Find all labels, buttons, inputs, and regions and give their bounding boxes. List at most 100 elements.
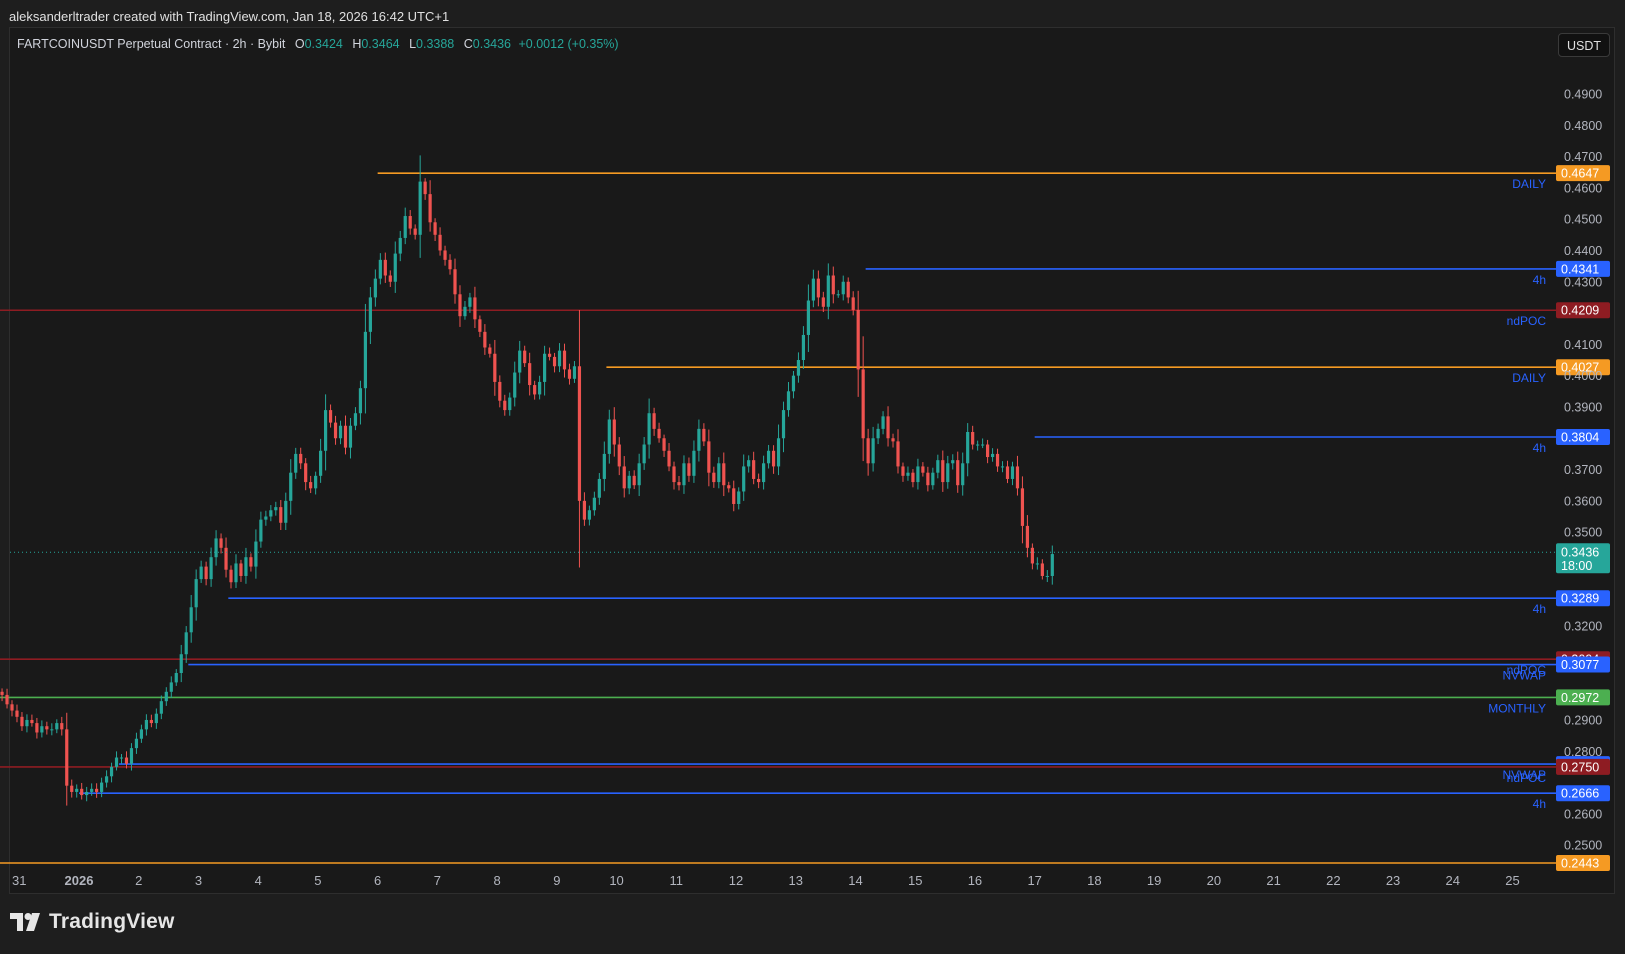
candle-body <box>976 444 980 446</box>
candle-body <box>791 375 796 392</box>
candle-body <box>766 450 771 464</box>
candle-body <box>144 719 148 730</box>
y-tick-label: 0.4000 <box>1564 369 1602 383</box>
candle-body <box>10 704 14 711</box>
y-tick-label: 0.2500 <box>1564 839 1602 853</box>
candle-body <box>811 278 815 301</box>
level-price-tag <box>1556 165 1610 182</box>
candle-body <box>921 466 925 473</box>
candle-body <box>164 691 168 702</box>
candle-body <box>781 410 786 439</box>
y-tick-label: 0.3900 <box>1564 400 1602 414</box>
candle-body <box>179 654 183 674</box>
candle-body <box>463 306 467 317</box>
candle-body <box>906 472 910 476</box>
candle-body <box>398 237 402 254</box>
candle-body <box>995 453 1000 467</box>
level-price-tag-text: 0.3289 <box>1561 592 1599 606</box>
y-tick-label: 0.4800 <box>1564 119 1602 133</box>
x-tick-label: 7 <box>434 873 441 888</box>
x-tick-label: 4 <box>255 873 262 888</box>
candle-body <box>448 259 452 270</box>
candle-body <box>1015 466 1020 489</box>
candle-body <box>299 453 303 464</box>
x-tick-label: 8 <box>493 873 500 888</box>
chart-caption: aleksanderltrader created with TradingVi… <box>9 9 450 24</box>
level-price-tag <box>1556 785 1610 802</box>
candle-body <box>916 466 920 483</box>
x-tick-label: 16 <box>968 873 982 888</box>
level-price-tag-text: 0.2443 <box>1561 857 1599 871</box>
level-label: 4h <box>1533 273 1546 287</box>
candle-body <box>134 738 139 749</box>
low-value: 0.3388 <box>416 37 455 51</box>
candle-body <box>388 275 392 282</box>
candle-body <box>104 776 109 783</box>
x-tick-label: 10 <box>609 873 623 888</box>
footer-logo[interactable]: TradingView <box>10 910 175 934</box>
candle-body <box>224 547 228 570</box>
low-label: L <box>409 37 417 51</box>
symbol-title[interactable]: FARTCOINUSDT Perpetual Contract · 2h · B… <box>17 37 286 51</box>
candle-body <box>557 350 562 367</box>
candle-body <box>831 275 835 295</box>
y-tick-label: 0.3600 <box>1564 494 1602 508</box>
high-label: H <box>352 37 362 51</box>
candle-body <box>353 413 358 426</box>
candle-body <box>647 413 651 445</box>
candle-body <box>284 500 288 523</box>
candle-body <box>577 366 582 501</box>
level-price-tag <box>1556 656 1610 673</box>
candle-body <box>264 516 268 520</box>
currency-button[interactable]: USDT <box>1558 33 1610 57</box>
candle-body <box>592 497 596 511</box>
candle-body <box>966 431 970 464</box>
candle-body <box>209 557 213 580</box>
candle-body <box>254 541 258 567</box>
candle-body <box>538 381 542 395</box>
candle-body <box>169 682 173 692</box>
candle-body <box>677 482 681 486</box>
candle-body <box>55 723 59 730</box>
candle-body <box>602 453 606 479</box>
candle-body <box>15 710 19 717</box>
candle-body <box>75 788 79 792</box>
x-tick-label: 21 <box>1266 873 1280 888</box>
y-tick-label: 0.2900 <box>1564 713 1602 727</box>
candle-body <box>762 463 766 483</box>
level-label: DAILY <box>1512 177 1546 191</box>
candle-body <box>368 297 372 332</box>
candle-body <box>443 250 447 260</box>
candle-body <box>612 419 616 445</box>
level-label: 4h <box>1533 441 1546 455</box>
level-label: ndPOC <box>1507 314 1547 328</box>
candle-body <box>279 507 283 523</box>
x-tick-label: 23 <box>1386 873 1400 888</box>
x-tick-label: 20 <box>1207 873 1221 888</box>
candle-body <box>438 234 442 251</box>
symbol-legend: FARTCOINUSDT Perpetual Contract · 2h · B… <box>17 37 619 51</box>
level-price-tag-text: 0.4647 <box>1561 167 1599 181</box>
candle-body <box>562 350 567 370</box>
candle-body <box>856 309 860 370</box>
candle-body <box>547 353 552 357</box>
level-label: MONTHLY <box>1488 701 1546 715</box>
candle-body <box>587 510 591 520</box>
candle-body <box>259 519 263 542</box>
x-tick-label: 12 <box>729 873 743 888</box>
candle-body <box>971 431 975 445</box>
y-tick-label: 0.4700 <box>1564 150 1602 164</box>
candle-body <box>154 713 158 724</box>
candle-body <box>1045 575 1049 577</box>
y-tick-label: 0.4900 <box>1564 87 1602 101</box>
level-price-tag-text: 0.3077 <box>1561 658 1599 672</box>
close-value: 0.3436 <box>472 37 512 51</box>
candle-body <box>338 425 343 439</box>
candle-body <box>503 400 507 411</box>
candle-body <box>936 460 940 473</box>
candle-body <box>473 297 477 320</box>
y-tick-label: 0.2600 <box>1564 807 1602 821</box>
candle-body <box>702 428 706 442</box>
candle-body <box>129 748 134 764</box>
